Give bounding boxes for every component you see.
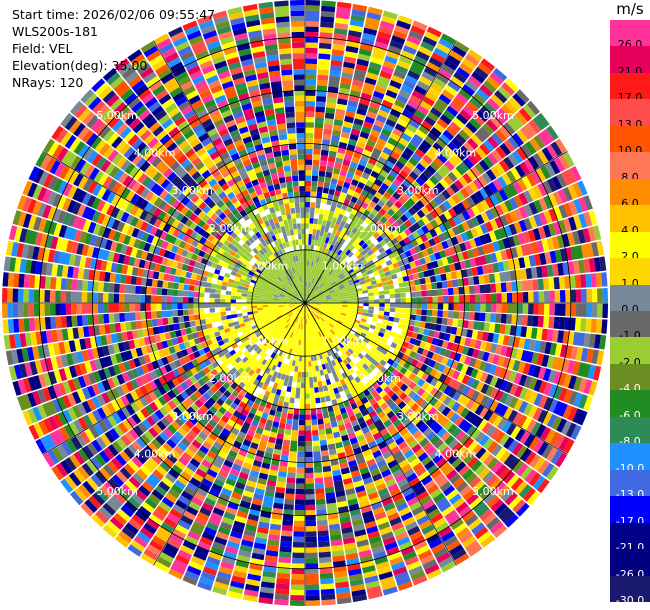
velocity-gate-cells [2, 6, 603, 607]
colorbar-segment [610, 46, 650, 74]
colorbar-segment [610, 178, 650, 206]
azimuth-spoke [304, 302, 457, 566]
azimuth-spoke [304, 302, 568, 455]
azimuth-spoke [42, 151, 306, 304]
range-ring-label: 3.00km [397, 410, 439, 423]
velocity-gate-cells [12, 0, 609, 599]
range-ring-label: 1.00km [247, 335, 289, 348]
colorbar-segment [610, 72, 650, 100]
velocity-gate-cells [22, 10, 591, 600]
range-ring-label: 1.00km [322, 335, 364, 348]
colorbar-label: -30.0 [615, 594, 645, 607]
range-ring-label: 2.00km [209, 372, 251, 385]
colorbar-segment [610, 284, 650, 312]
colorbar-segment [610, 390, 650, 418]
range-ring [198, 196, 412, 410]
colorbar-segment [610, 311, 650, 338]
colorbar-segment [610, 496, 650, 524]
velocity-gate-cells [14, 17, 598, 600]
range-ring [145, 143, 465, 463]
colorbar-segment [610, 337, 650, 365]
range-ring-label: 5.00km [96, 485, 138, 498]
colorbar: 26.0 21.0 17.0 13.0 10.0 8.0 6.0 4.0 2.0 1.0 0.0 -1… [610, 20, 650, 607]
range-ring [251, 249, 359, 357]
colorbar-segment [610, 522, 650, 550]
nrays-label: NRays: 120 [12, 75, 84, 90]
range-ring-label: 2.00km [209, 222, 251, 235]
range-ring-label: 3.00km [171, 410, 213, 423]
range-ring [38, 36, 572, 570]
colorbar-segment [610, 125, 650, 153]
range-ring-label: 4.00km [435, 147, 477, 160]
colorbar-segment [610, 469, 650, 497]
azimuth-spoke [304, 151, 568, 304]
field-label: Field: VEL [12, 41, 73, 56]
azimuth-spoke [153, 302, 306, 566]
colorbar-segment [610, 205, 650, 233]
velocity-gate-cells [2, 9, 605, 603]
colorbar-segment [610, 231, 650, 259]
range-ring-label: 1.00km [322, 259, 364, 272]
range-ring-label: 4.00km [134, 147, 176, 160]
colorbar-segment [610, 258, 650, 286]
colorbar-segment [610, 363, 650, 391]
colorbar-segment [610, 152, 650, 180]
velocity-gate-cells [5, 11, 599, 605]
velocity-gate-cells [9, 0, 607, 606]
range-ring-label: 4.00km [435, 447, 477, 460]
range-ring-label: 5.00km [472, 485, 514, 498]
colorbar-unit: m/s [616, 0, 644, 18]
polar-grid: 1.00km 1.00km 1.00km 1.00km 2.00km 2.00km 2.00… [2, 0, 608, 606]
azimuth-spoke [42, 302, 306, 455]
colorbar-segment [610, 416, 650, 444]
range-ring-label: 5.00km [96, 109, 138, 122]
elevation-label: Elevation(deg): 35.00 [12, 58, 148, 73]
range-ring-label: 3.00km [171, 184, 213, 197]
range-ring-label: 5.00km [472, 109, 514, 122]
colorbar-segment [610, 20, 650, 47]
range-ring-label: 3.00km [397, 184, 439, 197]
colorbar-segment [610, 549, 650, 577]
azimuth-spoke [153, 40, 306, 304]
range-ring-label: 4.00km [134, 447, 176, 460]
azimuth-spoke [304, 40, 457, 304]
range-ring-label: 1.00km [247, 259, 289, 272]
range-ring-label: 2.00km [359, 222, 401, 235]
colorbar-segment [610, 443, 650, 471]
start-time-label: Start time: 2026/02/06 09:55:47 [12, 7, 216, 22]
station-label: WLS200s-181 [12, 24, 98, 39]
colorbar-segment [610, 99, 650, 127]
range-ring [91, 89, 519, 517]
scan-info-panel: Start time: 2026/02/06 09:55:47 WLS200s-… [12, 6, 215, 91]
range-ring-label: 2.00km [359, 372, 401, 385]
colorbar-segment [610, 575, 650, 603]
velocity-gate-cells [8, 7, 597, 606]
